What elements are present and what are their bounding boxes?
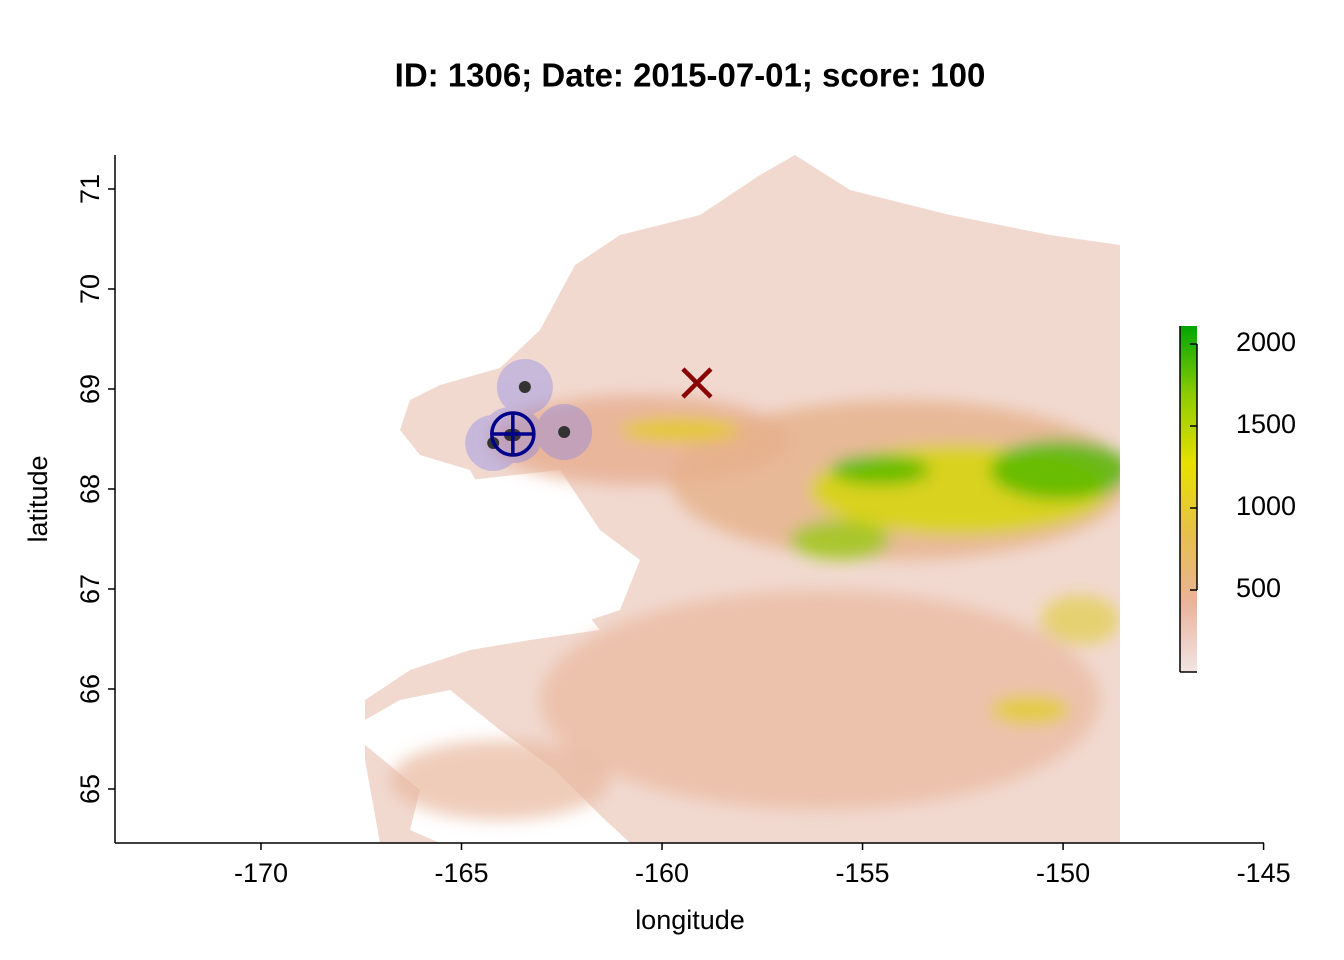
colorbar-tick-label: 1000 xyxy=(1236,491,1296,521)
y-axis-label: latitude xyxy=(23,455,53,542)
elevation xyxy=(390,395,1120,820)
y-tick-label: 67 xyxy=(75,574,105,604)
cross xyxy=(681,367,713,399)
x-tick-label: -170 xyxy=(234,858,288,888)
x-tick-label: -160 xyxy=(635,858,689,888)
point xyxy=(518,381,531,393)
colorbar-tick-label: 1500 xyxy=(1236,409,1296,439)
x-tick-label: -165 xyxy=(434,858,488,888)
colorbar xyxy=(1180,326,1197,672)
y-tick-label: 66 xyxy=(75,674,105,704)
centroid xyxy=(490,411,536,457)
y-tick-label: 70 xyxy=(75,274,105,304)
y-tick-label: 65 xyxy=(75,774,105,804)
colorbar-tick-label: 500 xyxy=(1236,573,1281,603)
x-tick-label: -150 xyxy=(1036,858,1090,888)
y-tick-label: 71 xyxy=(75,174,105,204)
cross-stroke xyxy=(681,367,713,399)
colorbar-tick-label: 2000 xyxy=(1236,327,1296,357)
sea xyxy=(420,470,640,640)
y-tick-label: 69 xyxy=(75,374,105,404)
x-tick-label: -155 xyxy=(836,858,890,888)
point xyxy=(558,426,571,438)
chart-title: ID: 1306; Date: 2015-07-01; score: 100 xyxy=(395,57,986,94)
y-tick-label: 68 xyxy=(75,474,105,504)
x-axis-label: longitude xyxy=(635,905,745,935)
terrain xyxy=(365,155,1120,843)
x-tick-label: -145 xyxy=(1237,858,1291,888)
